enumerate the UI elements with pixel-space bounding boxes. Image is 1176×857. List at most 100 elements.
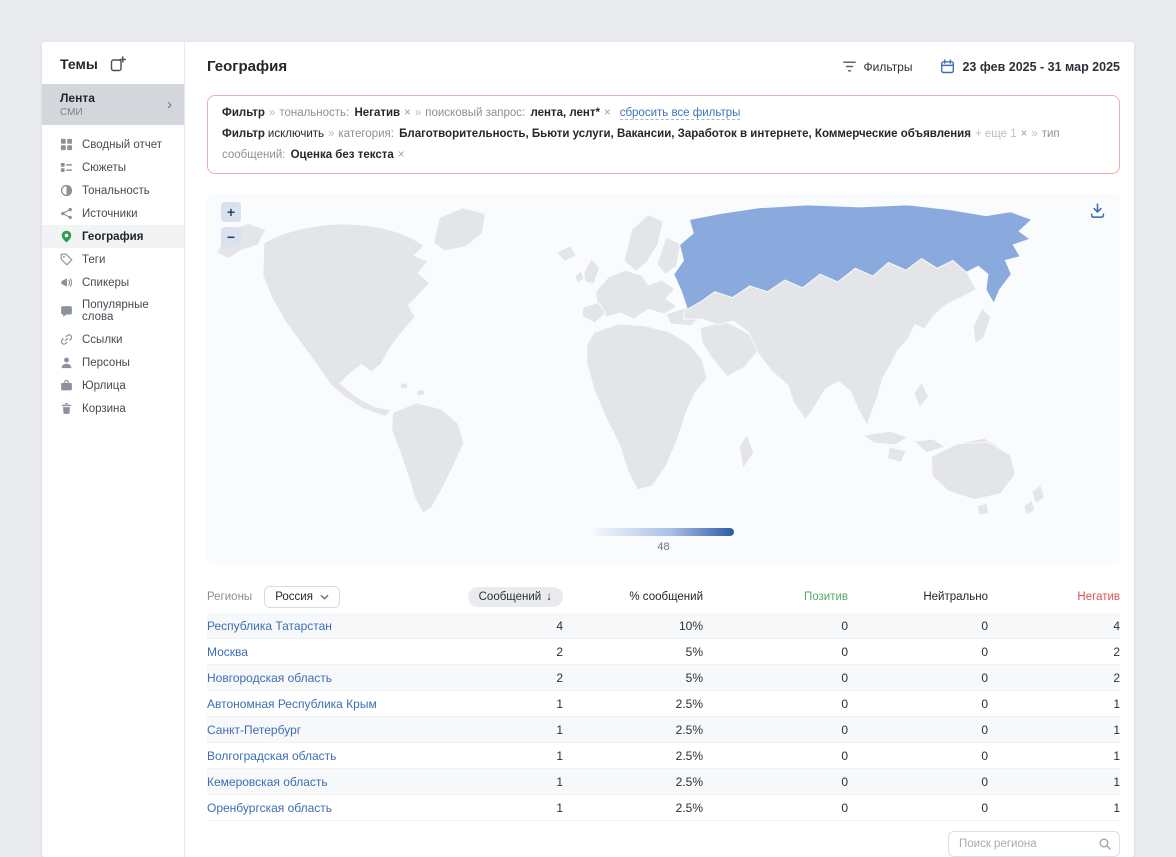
filter-mode-label: исключить	[267, 128, 324, 141]
sidebar-item-trash[interactable]: Корзина	[42, 397, 184, 420]
region-link[interactable]: Кемеровская область	[207, 774, 328, 789]
neutral-value: 0	[981, 748, 988, 763]
negative-value: 2	[1113, 670, 1120, 685]
sidebar-item-subjects[interactable]: Сюжеты	[42, 156, 184, 179]
sidebar-item-geography[interactable]: География	[42, 225, 184, 248]
page-title: География	[207, 58, 288, 76]
neutral-value: 0	[981, 644, 988, 659]
regions-table-body: Республика Татарстан 4 10% 0 0 4 Москва …	[207, 613, 1120, 821]
sidebar-item-label: Популярные слова	[82, 299, 149, 323]
search-icon	[1099, 838, 1111, 850]
messages-value: 1	[556, 800, 563, 815]
sidebar-item-persons[interactable]: Персоны	[42, 351, 184, 374]
percent-value: 2.5%	[675, 748, 703, 763]
neutral-value: 0	[981, 774, 988, 789]
chevron-down-icon	[320, 594, 329, 600]
remove-filter-icon[interactable]: ×	[397, 149, 405, 162]
reset-all-filters-link[interactable]: сбросить все фильтры	[619, 107, 741, 121]
filters-button[interactable]: Фильтры	[842, 59, 913, 74]
funnel-icon	[842, 61, 856, 72]
filter-value: Благотворительность, Бьюти услуги, Вакан…	[399, 128, 971, 141]
remove-filter-icon[interactable]: ×	[1020, 128, 1028, 141]
region-link[interactable]: Новгородская область	[207, 670, 333, 685]
region-link[interactable]: Автономная Республика Крым	[207, 696, 377, 711]
chevron-right-icon: ›	[167, 96, 172, 113]
country-selector[interactable]: Россия	[264, 586, 340, 608]
filter-value: Негатив	[354, 107, 401, 120]
feed-name: Лента	[60, 91, 95, 105]
sidebar-title: Темы	[60, 56, 98, 72]
messages-value: 1	[556, 696, 563, 711]
region-search-input[interactable]	[948, 831, 1120, 857]
positive-value: 0	[841, 644, 848, 659]
legend-gradient-bar	[593, 528, 734, 536]
region-search-row	[207, 831, 1120, 857]
more-filters-label[interactable]: + еще 1	[974, 128, 1017, 141]
sidebar-item-feed[interactable]: Лента СМИ ›	[42, 84, 184, 125]
sidebar-item-popular-words[interactable]: Популярные слова	[42, 294, 184, 328]
legend-max-value: 48	[657, 541, 670, 553]
sidebar-item-tags[interactable]: Теги	[42, 248, 184, 271]
sidebar-item-summary-report[interactable]: Сводный отчет	[42, 133, 184, 156]
table-row: Санкт-Петербург 1 2.5% 0 0 1	[207, 717, 1120, 743]
main-content: География Фильтры 23 фев 2025 - 31 мар 2…	[185, 42, 1134, 857]
neutral-value: 0	[981, 696, 988, 711]
feed-type: СМИ	[60, 107, 83, 118]
separator: »	[1031, 128, 1038, 141]
tonality-icon	[60, 184, 73, 197]
sidebar-item-label: География	[82, 230, 144, 243]
filter-line-label: Фильтр	[222, 107, 265, 120]
grid-icon	[60, 138, 73, 151]
date-range-text: 23 фев 2025 - 31 мар 2025	[962, 59, 1120, 74]
percent-value: 2.5%	[675, 774, 703, 789]
filter-value: лента, лент*	[530, 107, 600, 120]
world-map[interactable]	[207, 200, 1120, 522]
messages-sort-button[interactable]: Сообщений ↓	[467, 587, 563, 607]
remove-filter-icon[interactable]: ×	[603, 107, 611, 120]
sidebar-item-legal-entities[interactable]: Юрлица	[42, 374, 184, 397]
percent-column-header: % сообщений	[629, 591, 703, 603]
sidebar: Темы Лента СМИ › Сводный отчет Сюжеты	[42, 42, 185, 857]
download-map-button[interactable]	[1089, 202, 1106, 219]
sidebar-item-tonality[interactable]: Тональность	[42, 179, 184, 202]
filters-label: Фильтры	[863, 59, 913, 74]
geo-map-panel: + −	[207, 194, 1120, 565]
separator: »	[268, 107, 276, 120]
messages-value: 1	[556, 748, 563, 763]
remove-filter-icon[interactable]: ×	[404, 107, 411, 120]
date-range-picker[interactable]: 23 фев 2025 - 31 мар 2025	[940, 59, 1120, 74]
zoom-out-button[interactable]: −	[221, 227, 241, 248]
region-link[interactable]: Волгоградская область	[207, 748, 337, 763]
region-link[interactable]: Санкт-Петербург	[207, 722, 302, 737]
table-row: Кемеровская область 1 2.5% 0 0 1	[207, 769, 1120, 795]
separator: »	[414, 107, 422, 120]
sidebar-item-label: Ссылки	[82, 333, 123, 346]
table-row: Москва 2 5% 0 0 2	[207, 639, 1120, 665]
download-icon	[1090, 203, 1105, 219]
filter-line-label: Фильтр	[222, 128, 265, 141]
share-network-icon	[61, 207, 72, 220]
sidebar-item-sources[interactable]: Источники	[42, 202, 184, 225]
map-russia-region	[673, 204, 1033, 311]
region-link[interactable]: Москва	[207, 644, 248, 659]
percent-value: 5%	[685, 644, 703, 659]
region-link[interactable]: Республика Татарстан	[207, 618, 332, 633]
page-header: География Фильтры 23 фев 2025 - 31 мар 2…	[207, 52, 1120, 81]
sidebar-item-label: Персоны	[82, 356, 130, 369]
negative-value: 1	[1113, 748, 1120, 763]
sidebar-item-speakers[interactable]: Спикеры	[42, 271, 184, 294]
region-link[interactable]: Оренбургская область	[207, 800, 333, 815]
percent-value: 2.5%	[675, 722, 703, 737]
add-topic-button[interactable]	[110, 56, 126, 72]
positive-value: 0	[841, 670, 848, 685]
filter-key: поисковый запрос:	[425, 107, 526, 120]
tag-icon	[60, 253, 73, 266]
zoom-in-button[interactable]: +	[221, 202, 241, 223]
filter-key: тип сообщений:	[222, 128, 1060, 162]
regions-table-header: Регионы Россия Сообщений ↓ % сообщений П…	[207, 581, 1120, 613]
regions-table: Регионы Россия Сообщений ↓ % сообщений П…	[207, 581, 1120, 821]
sidebar-item-links[interactable]: Ссылки	[42, 328, 184, 351]
active-filters-panel: Фильтр» тональность: Негатив ×» поисковый з…	[207, 95, 1120, 175]
sidebar-item-label: Сюжеты	[82, 161, 127, 174]
filter-exclude-line: Фильтр исключить» категория: Благотворител…	[222, 124, 1105, 166]
